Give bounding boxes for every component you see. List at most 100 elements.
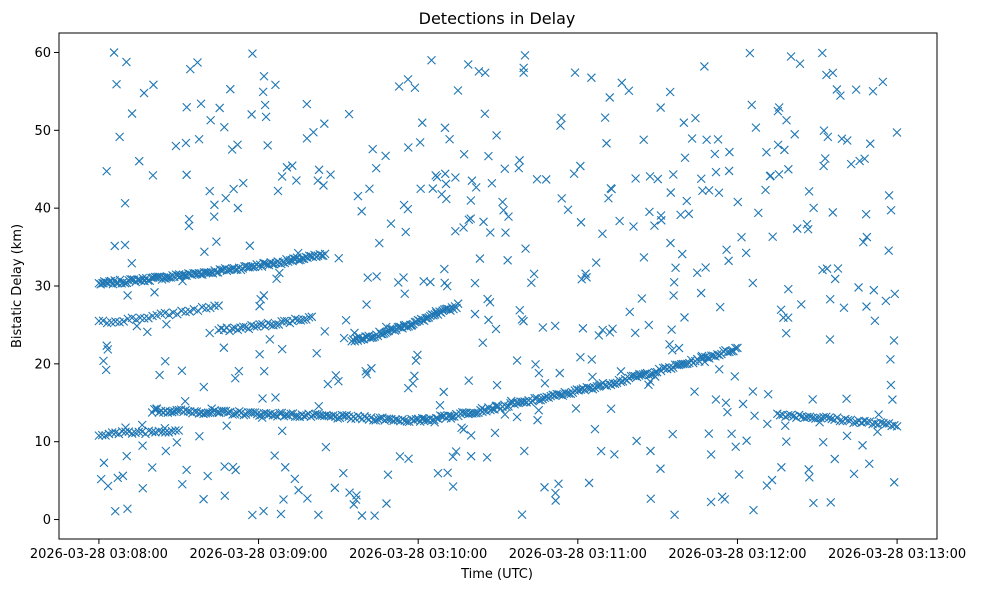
data-point bbox=[365, 184, 374, 194]
data-point bbox=[307, 312, 317, 322]
data-point bbox=[471, 182, 481, 192]
data-point bbox=[876, 418, 886, 427]
data-point bbox=[113, 473, 123, 483]
x-axis-label: Time (UTC) bbox=[460, 567, 533, 582]
data-point bbox=[750, 411, 759, 421]
data-point bbox=[684, 209, 694, 219]
data-point bbox=[697, 351, 707, 361]
data-point bbox=[780, 145, 789, 155]
data-point bbox=[521, 244, 530, 253]
data-point bbox=[212, 237, 221, 247]
data-point bbox=[137, 420, 147, 430]
data-point bbox=[492, 131, 501, 140]
data-point bbox=[431, 306, 441, 316]
data-point bbox=[399, 200, 409, 210]
data-point bbox=[817, 48, 827, 58]
data-point bbox=[819, 126, 829, 135]
data-point bbox=[515, 155, 525, 165]
data-point bbox=[733, 197, 743, 207]
data-point bbox=[234, 366, 244, 376]
data-point bbox=[357, 206, 367, 216]
data-point bbox=[698, 186, 707, 196]
data-point bbox=[96, 474, 106, 484]
data-point bbox=[291, 176, 301, 185]
data-point bbox=[862, 232, 872, 242]
data-point bbox=[783, 284, 793, 294]
data-point bbox=[404, 454, 413, 464]
data-point bbox=[220, 491, 230, 501]
data-point bbox=[862, 302, 871, 311]
data-point bbox=[230, 409, 240, 419]
data-point bbox=[804, 472, 814, 482]
data-point bbox=[233, 140, 242, 150]
data-point bbox=[828, 68, 838, 78]
data-point bbox=[519, 63, 529, 73]
data-point bbox=[271, 80, 280, 90]
data-point bbox=[639, 135, 649, 145]
data-point bbox=[214, 408, 224, 418]
data-point bbox=[276, 509, 286, 519]
data-point bbox=[710, 149, 720, 159]
data-point bbox=[428, 184, 438, 193]
data-point bbox=[821, 412, 831, 422]
data-point bbox=[783, 410, 793, 420]
data-point bbox=[421, 313, 431, 323]
data-point bbox=[220, 462, 230, 471]
data-point bbox=[748, 387, 758, 396]
data-point bbox=[342, 410, 352, 420]
data-point bbox=[541, 175, 551, 184]
data-point bbox=[240, 261, 249, 271]
data-point bbox=[411, 356, 421, 365]
data-point bbox=[892, 128, 902, 137]
x-tick-label: 2026-03-28 03:12:00 bbox=[668, 547, 806, 562]
data-point bbox=[99, 356, 108, 366]
data-point bbox=[581, 269, 590, 279]
data-point bbox=[532, 174, 542, 184]
data-point bbox=[776, 305, 786, 315]
data-point bbox=[109, 48, 119, 57]
data-point bbox=[808, 394, 818, 404]
data-point bbox=[737, 232, 746, 242]
data-point bbox=[440, 123, 450, 133]
data-point bbox=[199, 494, 208, 504]
data-point bbox=[94, 431, 104, 441]
data-point bbox=[846, 159, 856, 169]
data-point bbox=[646, 494, 656, 504]
data-point bbox=[711, 395, 721, 404]
data-point bbox=[408, 378, 418, 388]
data-point bbox=[577, 274, 587, 284]
data-point bbox=[625, 307, 635, 317]
data-point bbox=[451, 173, 460, 182]
data-point bbox=[126, 274, 135, 284]
data-point bbox=[463, 60, 473, 69]
data-point bbox=[605, 93, 615, 102]
data-point bbox=[279, 495, 288, 504]
data-point bbox=[134, 427, 144, 437]
data-point bbox=[687, 134, 697, 143]
data-point bbox=[609, 450, 619, 459]
data-point bbox=[870, 316, 880, 326]
data-point bbox=[441, 304, 451, 314]
data-point bbox=[416, 184, 426, 194]
data-point bbox=[238, 322, 248, 332]
data-point bbox=[517, 510, 527, 520]
data-point bbox=[839, 303, 849, 313]
data-point bbox=[334, 376, 343, 386]
data-point bbox=[531, 360, 540, 369]
data-point bbox=[328, 411, 338, 420]
data-point bbox=[370, 511, 380, 521]
data-point bbox=[259, 258, 268, 268]
data-point bbox=[615, 216, 625, 226]
data-point bbox=[514, 163, 524, 173]
data-point bbox=[273, 186, 283, 196]
data-point bbox=[123, 291, 133, 300]
data-point bbox=[753, 208, 763, 218]
data-point bbox=[666, 188, 676, 197]
data-point bbox=[491, 401, 501, 411]
data-point bbox=[259, 506, 268, 516]
data-point bbox=[127, 109, 137, 118]
data-point bbox=[413, 350, 422, 360]
data-point bbox=[118, 471, 128, 481]
data-point bbox=[299, 411, 309, 421]
data-point bbox=[669, 291, 679, 300]
